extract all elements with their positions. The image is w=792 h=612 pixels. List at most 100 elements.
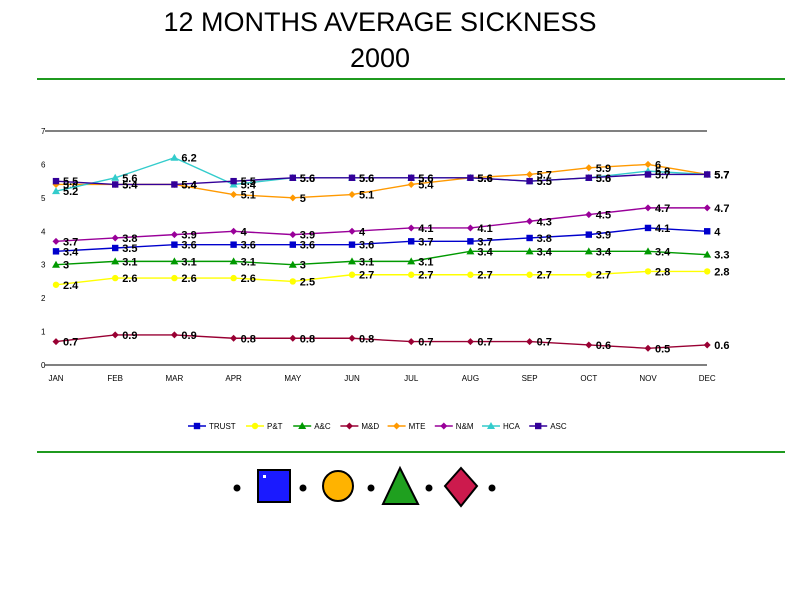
data-point-asc	[526, 177, 533, 185]
x-tick-label: APR	[225, 374, 242, 383]
data-label-hca: 5.6	[122, 173, 137, 185]
data-label-md: 0.6	[714, 340, 729, 352]
line-chart: 0 1 2 3 4 5 6 7 JAN FEB MAR APR MAY JUN JUL AUG SEP OCT NO…	[41, 127, 729, 431]
data-point-trust	[52, 248, 60, 255]
data-label-mte: 5.1	[359, 190, 374, 202]
data-point-nm	[111, 234, 119, 242]
data-label-ac: 3.4	[655, 246, 671, 258]
data-label-trust: 3.6	[241, 240, 256, 252]
bullet-diamond-icon	[443, 466, 479, 508]
bullet-dot	[233, 484, 241, 492]
data-label-nm: 3.8	[122, 233, 137, 245]
data-label-md: 0.7	[418, 337, 433, 349]
x-tick-label: DEC	[699, 374, 716, 383]
data-label-trust: 3.6	[359, 240, 374, 252]
data-label-asc: 5.6	[418, 173, 433, 185]
data-label-asc: 5.6	[477, 173, 492, 185]
data-label-pt: 2.6	[122, 273, 137, 285]
data-point-nm	[526, 217, 534, 225]
data-point-asc	[52, 177, 60, 185]
data-point-ac	[703, 250, 712, 258]
data-label-hca: 5.6	[418, 173, 433, 185]
data-label-md: 0.9	[181, 330, 196, 342]
data-point-ac	[644, 247, 652, 255]
data-point-trust	[171, 241, 178, 248]
data-label-nm: 4	[241, 226, 248, 238]
series-line-trust	[55, 227, 708, 253]
data-point-asc	[704, 171, 711, 178]
data-label-ac: 3.3	[714, 250, 729, 262]
x-tick-label: SEP	[522, 374, 538, 383]
data-point-md	[170, 331, 178, 339]
data-point-trust	[704, 228, 711, 235]
data-label-mte: 5.7	[714, 169, 729, 181]
data-label-pt: 2.7	[537, 270, 552, 282]
x-tick-label: NOV	[639, 374, 657, 383]
data-point-hca	[170, 153, 179, 161]
data-label-md: 0.7	[63, 337, 78, 349]
data-point-mte	[526, 170, 534, 178]
data-label-ac: 3.1	[181, 256, 196, 268]
data-point-ac	[170, 257, 179, 265]
data-point-nm	[230, 227, 238, 235]
data-label-nm: 3.7	[63, 236, 78, 248]
data-label-pt: 2.5	[300, 276, 315, 288]
chart-title-line2: 2000	[349, 43, 411, 73]
data-label-nm: 4.1	[477, 223, 492, 235]
data-point-md	[111, 331, 119, 339]
data-point-ac	[111, 257, 120, 265]
data-label-mte: 5.1	[241, 190, 256, 202]
y-tick-label: 6	[41, 160, 46, 169]
y-tick-label: 4	[41, 227, 46, 236]
data-point-md	[348, 334, 356, 342]
data-point-nm	[644, 204, 652, 212]
data-label-mte: 5.7	[537, 169, 552, 181]
data-label-nm: 4.1	[418, 223, 433, 235]
y-tick-label: 7	[41, 127, 46, 136]
data-point-md	[526, 338, 534, 346]
data-point-pt	[230, 274, 237, 282]
data-label-nm: 3.9	[181, 230, 196, 242]
data-point-pt	[289, 278, 296, 285]
data-point-ac	[525, 247, 534, 255]
x-tick-label: JAN	[48, 374, 63, 383]
data-point-md	[52, 338, 60, 346]
data-label-hca: 5.5	[537, 176, 552, 188]
data-label-trust: 3.6	[181, 240, 196, 252]
legend-marker-mte	[393, 422, 401, 430]
data-label-pt: 2.7	[596, 270, 611, 282]
series-line-md	[55, 334, 708, 349]
data-point-nm	[466, 224, 474, 232]
data-label-ac: 3	[63, 260, 69, 272]
legend-marker-asc	[535, 422, 542, 430]
data-point-trust	[348, 241, 356, 248]
data-point-pt	[467, 271, 474, 278]
data-label-hca: 5.6	[359, 173, 374, 185]
y-tick-label: 1	[41, 328, 46, 337]
data-point-trust	[408, 238, 415, 245]
data-label-md: 0.8	[241, 333, 256, 345]
data-point-ac	[52, 260, 60, 268]
data-point-nm	[703, 204, 711, 212]
data-point-asc	[289, 174, 296, 181]
data-point-asc	[408, 174, 415, 181]
data-point-md	[585, 341, 593, 349]
data-label-md: 0.9	[122, 330, 137, 342]
data-point-pt	[526, 271, 533, 278]
data-point-md	[230, 334, 238, 342]
data-label-pt: 2.6	[241, 273, 256, 285]
data-label-trust: 3.8	[537, 233, 552, 245]
bottom-divider	[37, 451, 785, 453]
data-label-md: 0.8	[300, 333, 315, 345]
data-label-asc: 5.6	[300, 173, 315, 185]
data-label-asc: 5.5	[537, 176, 552, 188]
legend-marker-md	[345, 422, 353, 430]
data-point-nm	[348, 227, 356, 235]
legend-marker-hca	[487, 422, 495, 429]
data-point-pt	[171, 274, 178, 282]
data-label-mte: 5.4	[122, 179, 138, 191]
data-label-nm: 3.9	[300, 230, 315, 242]
data-label-trust: 3.6	[300, 240, 315, 252]
series-line-asc	[55, 173, 708, 186]
decorative-bullets	[233, 465, 496, 508]
